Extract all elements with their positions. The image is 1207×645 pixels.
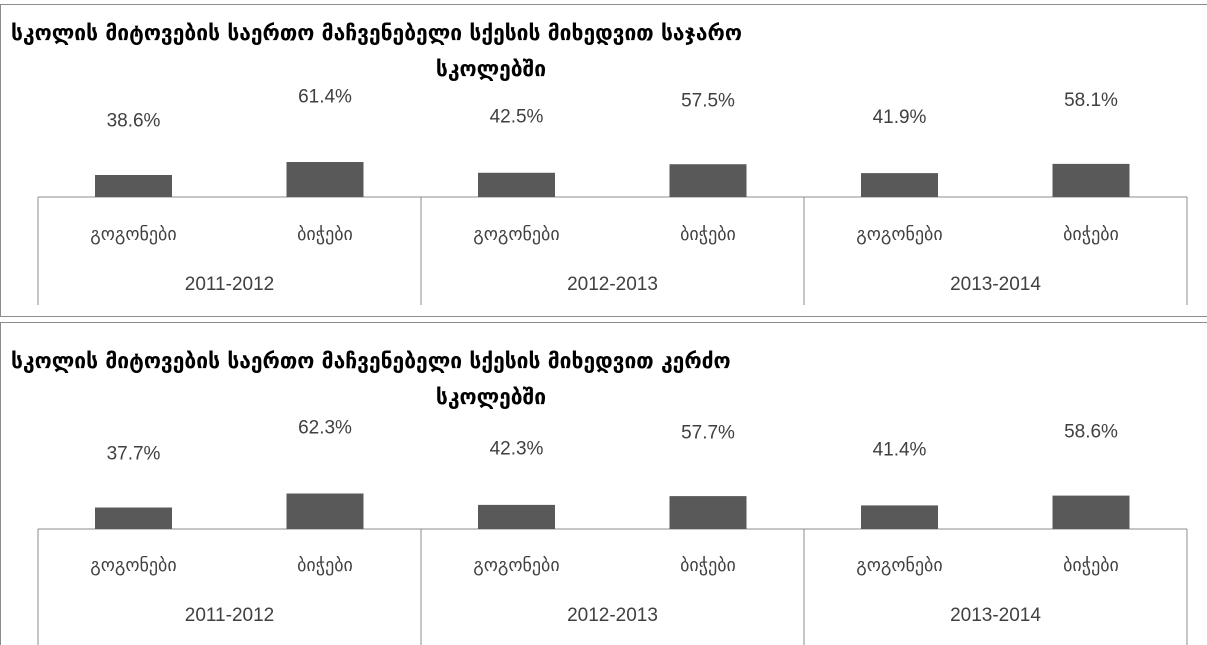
chart-title-line-2: სკოლებში [435, 385, 547, 409]
group-tick-label: 2012-2013 [567, 274, 658, 295]
chart-title: სკოლის მიტოვების საერთო მაჩვენებელი სქეს… [11, 15, 971, 87]
chart-title: სკოლის მიტოვების საერთო მაჩვენებელი სქეს… [11, 343, 971, 415]
chart-title-line-1: სკოლის მიტოვების საერთო მაჩვენებელი სქეს… [11, 21, 742, 45]
bar [95, 507, 172, 529]
bar [861, 173, 938, 197]
bar [1052, 163, 1130, 197]
group-tick-label: 2011-2012 [185, 274, 274, 295]
category-tick-label: გოგონები [473, 224, 559, 245]
data-label: 41.4% [873, 440, 927, 461]
data-label: 58.1% [1064, 90, 1118, 111]
data-label: 57.7% [681, 422, 735, 443]
data-label: 58.6% [1064, 421, 1118, 442]
category-tick-label: გოგონები [90, 555, 176, 576]
chart-panel-private: სკოლის მიტოვების საერთო მაჩვენებელი სქეს… [0, 322, 1207, 645]
bar-chart-public: 38.6% გოგონები 61.4% ბიჭები 2011-2012 42.5% გო… [37, 87, 1188, 305]
data-label: 42.3% [490, 439, 544, 460]
data-label: 37.7% [107, 443, 161, 464]
data-label: 38.6% [107, 110, 161, 131]
category-tick-label: გოგონები [856, 224, 942, 245]
category-tick-label: ბიჭები [680, 555, 736, 576]
category-tick-label: ბიჭები [297, 555, 353, 576]
category-tick-label: ბიჭები [1063, 224, 1119, 245]
data-label: 41.9% [873, 107, 927, 128]
category-tick-label: ბიჭები [297, 224, 353, 245]
data-label: 62.3% [298, 418, 352, 439]
bar [286, 493, 364, 529]
category-tick-label: გოგონები [90, 224, 176, 245]
group-tick-label: 2013-2014 [950, 605, 1041, 626]
category-tick-label: გოგონები [473, 555, 559, 576]
chart-title-line-1: სკოლის მიტოვების საერთო მაჩვენებელი სქეს… [11, 349, 731, 373]
bar [286, 162, 364, 197]
chart-panel-public: სკოლის მიტოვების საერთო მაჩვენებელი სქეს… [0, 4, 1207, 317]
bar [478, 504, 555, 529]
data-label: 42.5% [490, 106, 544, 127]
chart-title-line-2: სკოლებში [435, 57, 547, 81]
bar [669, 164, 747, 197]
bar [861, 505, 938, 529]
category-tick-label: ბიჭები [1063, 555, 1119, 576]
bar [95, 174, 172, 197]
category-tick-label: ბიჭები [680, 224, 736, 245]
group-tick-label: 2011-2012 [185, 605, 274, 626]
bar [669, 496, 747, 529]
data-label: 57.5% [681, 91, 735, 112]
bar-chart-private: 37.7% გოგონები 62.3% ბიჭები 2011-2012 42.3% გო… [37, 418, 1188, 645]
group-tick-label: 2013-2014 [950, 274, 1041, 295]
group-tick-label: 2012-2013 [567, 605, 658, 626]
data-label: 61.4% [298, 87, 352, 108]
bar [1052, 495, 1130, 529]
category-tick-label: გოგონები [856, 555, 942, 576]
bar [478, 172, 555, 197]
